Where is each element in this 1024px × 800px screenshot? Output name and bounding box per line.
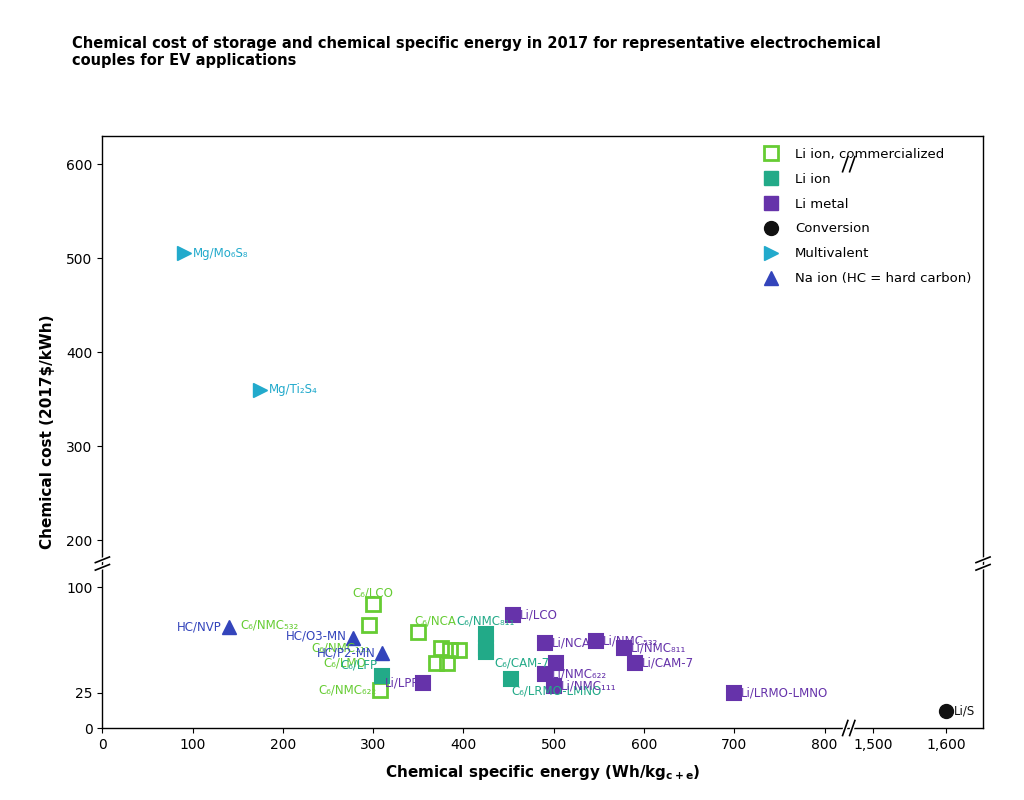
Text: Li/NMC₁₁₁: Li/NMC₁₁₁	[561, 679, 616, 692]
Text: Li/NMC₅₃₂: Li/NMC₅₃₂	[603, 634, 658, 647]
Text: Li/LCO: Li/LCO	[520, 609, 558, 622]
Text: C₆/LCO: C₆/LCO	[352, 586, 393, 599]
Text: C₆/NCA: C₆/NCA	[414, 614, 456, 627]
Text: C₆/LRMO-LMNO: C₆/LRMO-LMNO	[511, 684, 601, 698]
Text: C₆/LFP: C₆/LFP	[341, 658, 378, 671]
Text: Li/LPF: Li/LPF	[384, 676, 419, 690]
Text: C₆/NMC₆₂₂: C₆/NMC₆₂₂	[317, 683, 376, 697]
X-axis label: Chemical specific energy (Wh/kg$_\mathregular{c+e}$): Chemical specific energy (Wh/kg$_\mathre…	[385, 763, 700, 782]
Text: Li/NCA: Li/NCA	[552, 637, 591, 650]
Text: Mg/Mo₆S₈: Mg/Mo₆S₈	[193, 247, 248, 260]
Text: Li/NMC₈₁₁: Li/NMC₈₁₁	[631, 641, 686, 654]
Text: C₆/LMO: C₆/LMO	[324, 657, 366, 670]
Text: C₆/NMC₁₁₁: C₆/NMC₁₁₁	[312, 641, 371, 654]
Text: Mg/Ti₂S₄: Mg/Ti₂S₄	[269, 383, 317, 396]
Text: Li/NMC₆₂₂: Li/NMC₆₂₂	[552, 668, 607, 681]
Y-axis label: Chemical cost (2017$/kWh): Chemical cost (2017$/kWh)	[40, 314, 55, 550]
Text: Li/S: Li/S	[953, 705, 975, 718]
Text: Li/CAM-7: Li/CAM-7	[642, 657, 694, 670]
Text: HC/O3-MN: HC/O3-MN	[286, 630, 346, 642]
Text: C₆/NMC₅₃₂: C₆/NMC₅₃₂	[240, 618, 298, 632]
Legend: Li ion, commercialized, Li ion, Li metal, Conversion, Multivalent, Na ion (HC = : Li ion, commercialized, Li ion, Li metal…	[753, 142, 977, 290]
Text: Chemical cost of storage and chemical specific energy in 2017 for representative: Chemical cost of storage and chemical sp…	[72, 36, 881, 68]
Text: HC/P2-MN: HC/P2-MN	[316, 646, 375, 660]
Text: HC/NVP: HC/NVP	[177, 620, 222, 633]
Text: C₆/NMC₈₁₁: C₆/NMC₈₁₁	[457, 615, 515, 628]
Text: C₆/CAM-7: C₆/CAM-7	[495, 657, 550, 670]
Text: Li/LRMO-LMNO: Li/LRMO-LMNO	[741, 686, 828, 699]
